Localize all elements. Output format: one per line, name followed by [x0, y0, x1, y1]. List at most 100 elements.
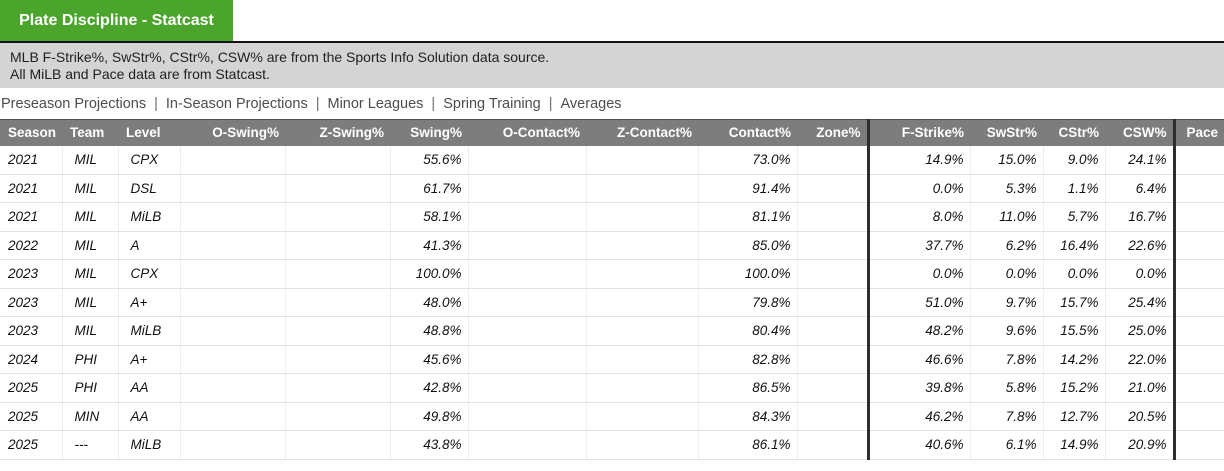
table-header-row: Season Team Level O-Swing% Z-Swing% Swing% O-C…	[0, 119, 1224, 146]
plate-discipline-table: Season Team Level O-Swing% Z-Swing% Swing% O-C…	[0, 119, 1224, 460]
cell-team: MIL	[61, 174, 118, 203]
cell-team: PHI	[61, 373, 118, 403]
cell-team: PHI	[61, 345, 118, 374]
cell-zone	[796, 316, 868, 346]
cell-cstr: 12.7%	[1042, 402, 1105, 431]
col-header-season: Season	[0, 119, 62, 146]
cell-z_swing	[284, 402, 390, 431]
cell-z_contact	[585, 231, 698, 260]
nav-separator: |	[315, 95, 320, 112]
cell-f_strike: 0.0%	[866, 174, 970, 203]
cell-swing: 58.1%	[389, 202, 468, 232]
cell-swstr: 6.1%	[969, 430, 1043, 460]
cell-f_strike: 51.0%	[866, 288, 970, 317]
cell-zone	[796, 402, 868, 431]
cell-season: 2025	[0, 430, 62, 460]
cell-team: MIL	[61, 316, 118, 346]
notice-line-1: MLB F-Strike%, SwStr%, CStr%, CSW% are f…	[10, 49, 550, 65]
table-row: 2021 MIL DSL 61.7% 91.4% 0.0% 5.3% 1.1% 6.4%	[0, 174, 1224, 203]
nav-separator: |	[548, 95, 553, 112]
table-row: 2021 MIL CPX 55.6% 73.0% 14.9% 15.0% 9.0% 24.1%	[0, 145, 1224, 175]
cell-season: 2021	[0, 202, 62, 232]
cell-csw: 22.6%	[1104, 231, 1174, 260]
cell-csw: 24.1%	[1104, 145, 1174, 175]
cell-contact: 91.4%	[697, 174, 797, 203]
col-header-o_swing: O-Swing%	[180, 119, 285, 146]
cell-z_contact	[585, 202, 698, 232]
cell-csw: 20.9%	[1104, 430, 1174, 460]
nav-link-averages[interactable]: Averages	[560, 95, 622, 112]
cell-swing: 43.8%	[389, 430, 468, 460]
cell-o_contact	[467, 402, 586, 431]
cell-swing: 49.8%	[389, 402, 468, 431]
cell-cstr: 14.2%	[1042, 345, 1105, 374]
col-header-cstr: CStr%	[1043, 119, 1105, 146]
nav-link-preseason-projections[interactable]: Preseason Projections	[1, 95, 147, 112]
cell-contact: 79.8%	[697, 288, 797, 317]
tab-plate-discipline-statcast[interactable]: Plate Discipline - Statcast	[0, 0, 233, 41]
col-header-z_contact: Z-Contact%	[586, 119, 698, 146]
table-row: 2023 MIL CPX 100.0% 100.0% 0.0% 0.0% 0.0% 0.0%	[0, 259, 1224, 289]
cell-swstr: 7.8%	[969, 402, 1043, 431]
cell-csw: 0.0%	[1104, 259, 1174, 289]
cell-f_strike: 14.9%	[866, 145, 970, 175]
nav-link-minor-leagues[interactable]: Minor Leagues	[327, 95, 424, 112]
cell-z_contact	[585, 145, 698, 175]
cell-level: DSL	[117, 174, 180, 203]
cell-z_contact	[585, 288, 698, 317]
cell-zone	[796, 373, 868, 403]
cell-csw: 16.7%	[1104, 202, 1174, 232]
cell-pace	[1172, 145, 1224, 175]
cell-o_contact	[467, 174, 586, 203]
projections-nav: Preseason Projections | In-Season Projecti…	[0, 88, 1224, 119]
cell-csw: 6.4%	[1104, 174, 1174, 203]
cell-z_contact	[585, 316, 698, 346]
cell-o_contact	[467, 430, 586, 460]
cell-csw: 25.0%	[1104, 316, 1174, 346]
col-header-o_contact: O-Contact%	[468, 119, 586, 146]
cell-level: A	[117, 231, 180, 260]
cell-team: MIL	[61, 231, 118, 260]
cell-swing: 48.0%	[389, 288, 468, 317]
nav-link-in-season-projections[interactable]: In-Season Projections	[165, 95, 308, 112]
cell-pace	[1172, 373, 1224, 403]
cell-pace	[1172, 316, 1224, 346]
cell-o_contact	[467, 345, 586, 374]
cell-season: 2023	[0, 316, 62, 346]
nav-link-spring-training[interactable]: Spring Training	[443, 95, 541, 112]
cell-contact: 82.8%	[697, 345, 797, 374]
cell-contact: 81.1%	[697, 202, 797, 232]
cell-team: MIL	[61, 145, 118, 175]
cell-pace	[1172, 345, 1224, 374]
cell-o_swing	[179, 174, 285, 203]
cell-contact: 86.1%	[697, 430, 797, 460]
cell-f_strike: 46.2%	[866, 402, 970, 431]
cell-f_strike: 8.0%	[866, 202, 970, 232]
cell-z_swing	[284, 145, 390, 175]
cell-f_strike: 37.7%	[866, 231, 970, 260]
cell-swstr: 6.2%	[969, 231, 1043, 260]
cell-z_swing	[284, 345, 390, 374]
cell-pace	[1172, 430, 1224, 460]
nav-separator: |	[431, 95, 436, 112]
cell-csw: 22.0%	[1104, 345, 1174, 374]
cell-cstr: 16.4%	[1042, 231, 1105, 260]
cell-swstr: 0.0%	[969, 259, 1043, 289]
cell-f_strike: 39.8%	[866, 373, 970, 403]
cell-z_contact	[585, 430, 698, 460]
cell-o_swing	[179, 345, 285, 374]
cell-cstr: 14.9%	[1042, 430, 1105, 460]
cell-level: MiLB	[117, 316, 180, 346]
cell-z_swing	[284, 288, 390, 317]
data-source-notice: MLB F-Strike%, SwStr%, CStr%, CSW% are f…	[0, 43, 1224, 88]
table-row: 2025 PHI AA 42.8% 86.5% 39.8% 5.8% 15.2% 21.0%	[0, 373, 1224, 403]
cell-level: MiLB	[117, 202, 180, 232]
cell-season: 2021	[0, 174, 62, 203]
cell-contact: 100.0%	[697, 259, 797, 289]
cell-cstr: 0.0%	[1042, 259, 1105, 289]
cell-cstr: 5.7%	[1042, 202, 1105, 232]
table-row: 2023 MIL A+ 48.0% 79.8% 51.0% 9.7% 15.7% 25.4%	[0, 288, 1224, 317]
cell-o_swing	[179, 288, 285, 317]
cell-swstr: 5.3%	[969, 174, 1043, 203]
notice-line-2: All MiLB and Pace data are from Statcast…	[10, 66, 270, 82]
